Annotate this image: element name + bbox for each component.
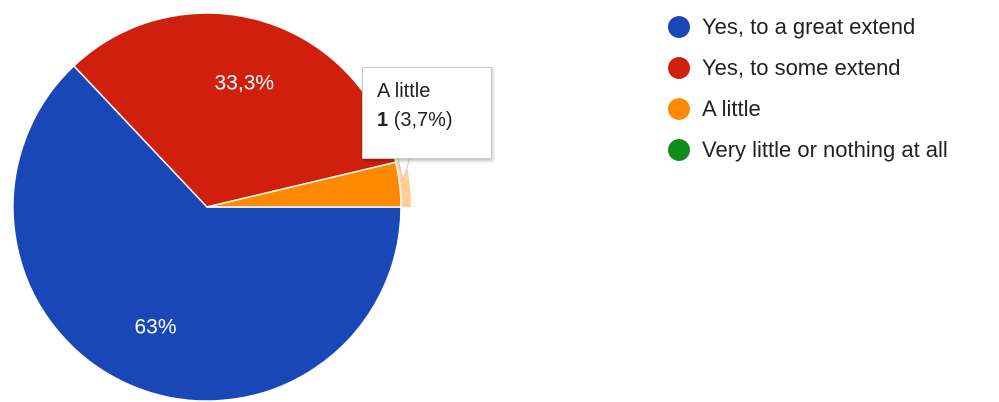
legend-item-a-little[interactable]: A little — [668, 88, 948, 129]
chart-legend: Yes, to a great extend Yes, to some exten… — [668, 6, 948, 170]
legend-item-very-little-or-nothing-at-all[interactable]: Very little or nothing at all — [668, 129, 948, 170]
legend-swatch — [668, 138, 690, 161]
tooltip-percent: (3,7%) — [393, 109, 453, 131]
legend-label: A little — [702, 95, 761, 121]
legend-swatch — [668, 56, 690, 79]
slice-label-yes-to-a-great-extend: 63% — [135, 315, 177, 338]
tooltip-value: 1 (3,7%) — [377, 109, 477, 132]
slice-tooltip: A little 1 (3,7%) — [362, 67, 492, 159]
legend-swatch — [668, 97, 690, 120]
legend-item-yes-to-a-great-extend[interactable]: Yes, to a great extend — [668, 6, 948, 47]
legend-label: Yes, to a great extend — [702, 13, 916, 39]
legend-label: Very little or nothing at all — [702, 136, 948, 162]
tooltip-title: A little — [377, 80, 431, 102]
pie-slice-a-little[interactable] — [206, 161, 402, 208]
legend-label: Yes, to some extend — [702, 54, 901, 80]
slice-label-yes-to-some-extend: 33,3% — [215, 71, 275, 94]
legend-item-yes-to-some-extend[interactable]: Yes, to some extend — [668, 47, 948, 88]
tooltip-count: 1 — [377, 109, 389, 131]
pie-slice-yes-to-a-great-extend[interactable] — [12, 64, 402, 402]
legend-swatch — [668, 15, 690, 38]
